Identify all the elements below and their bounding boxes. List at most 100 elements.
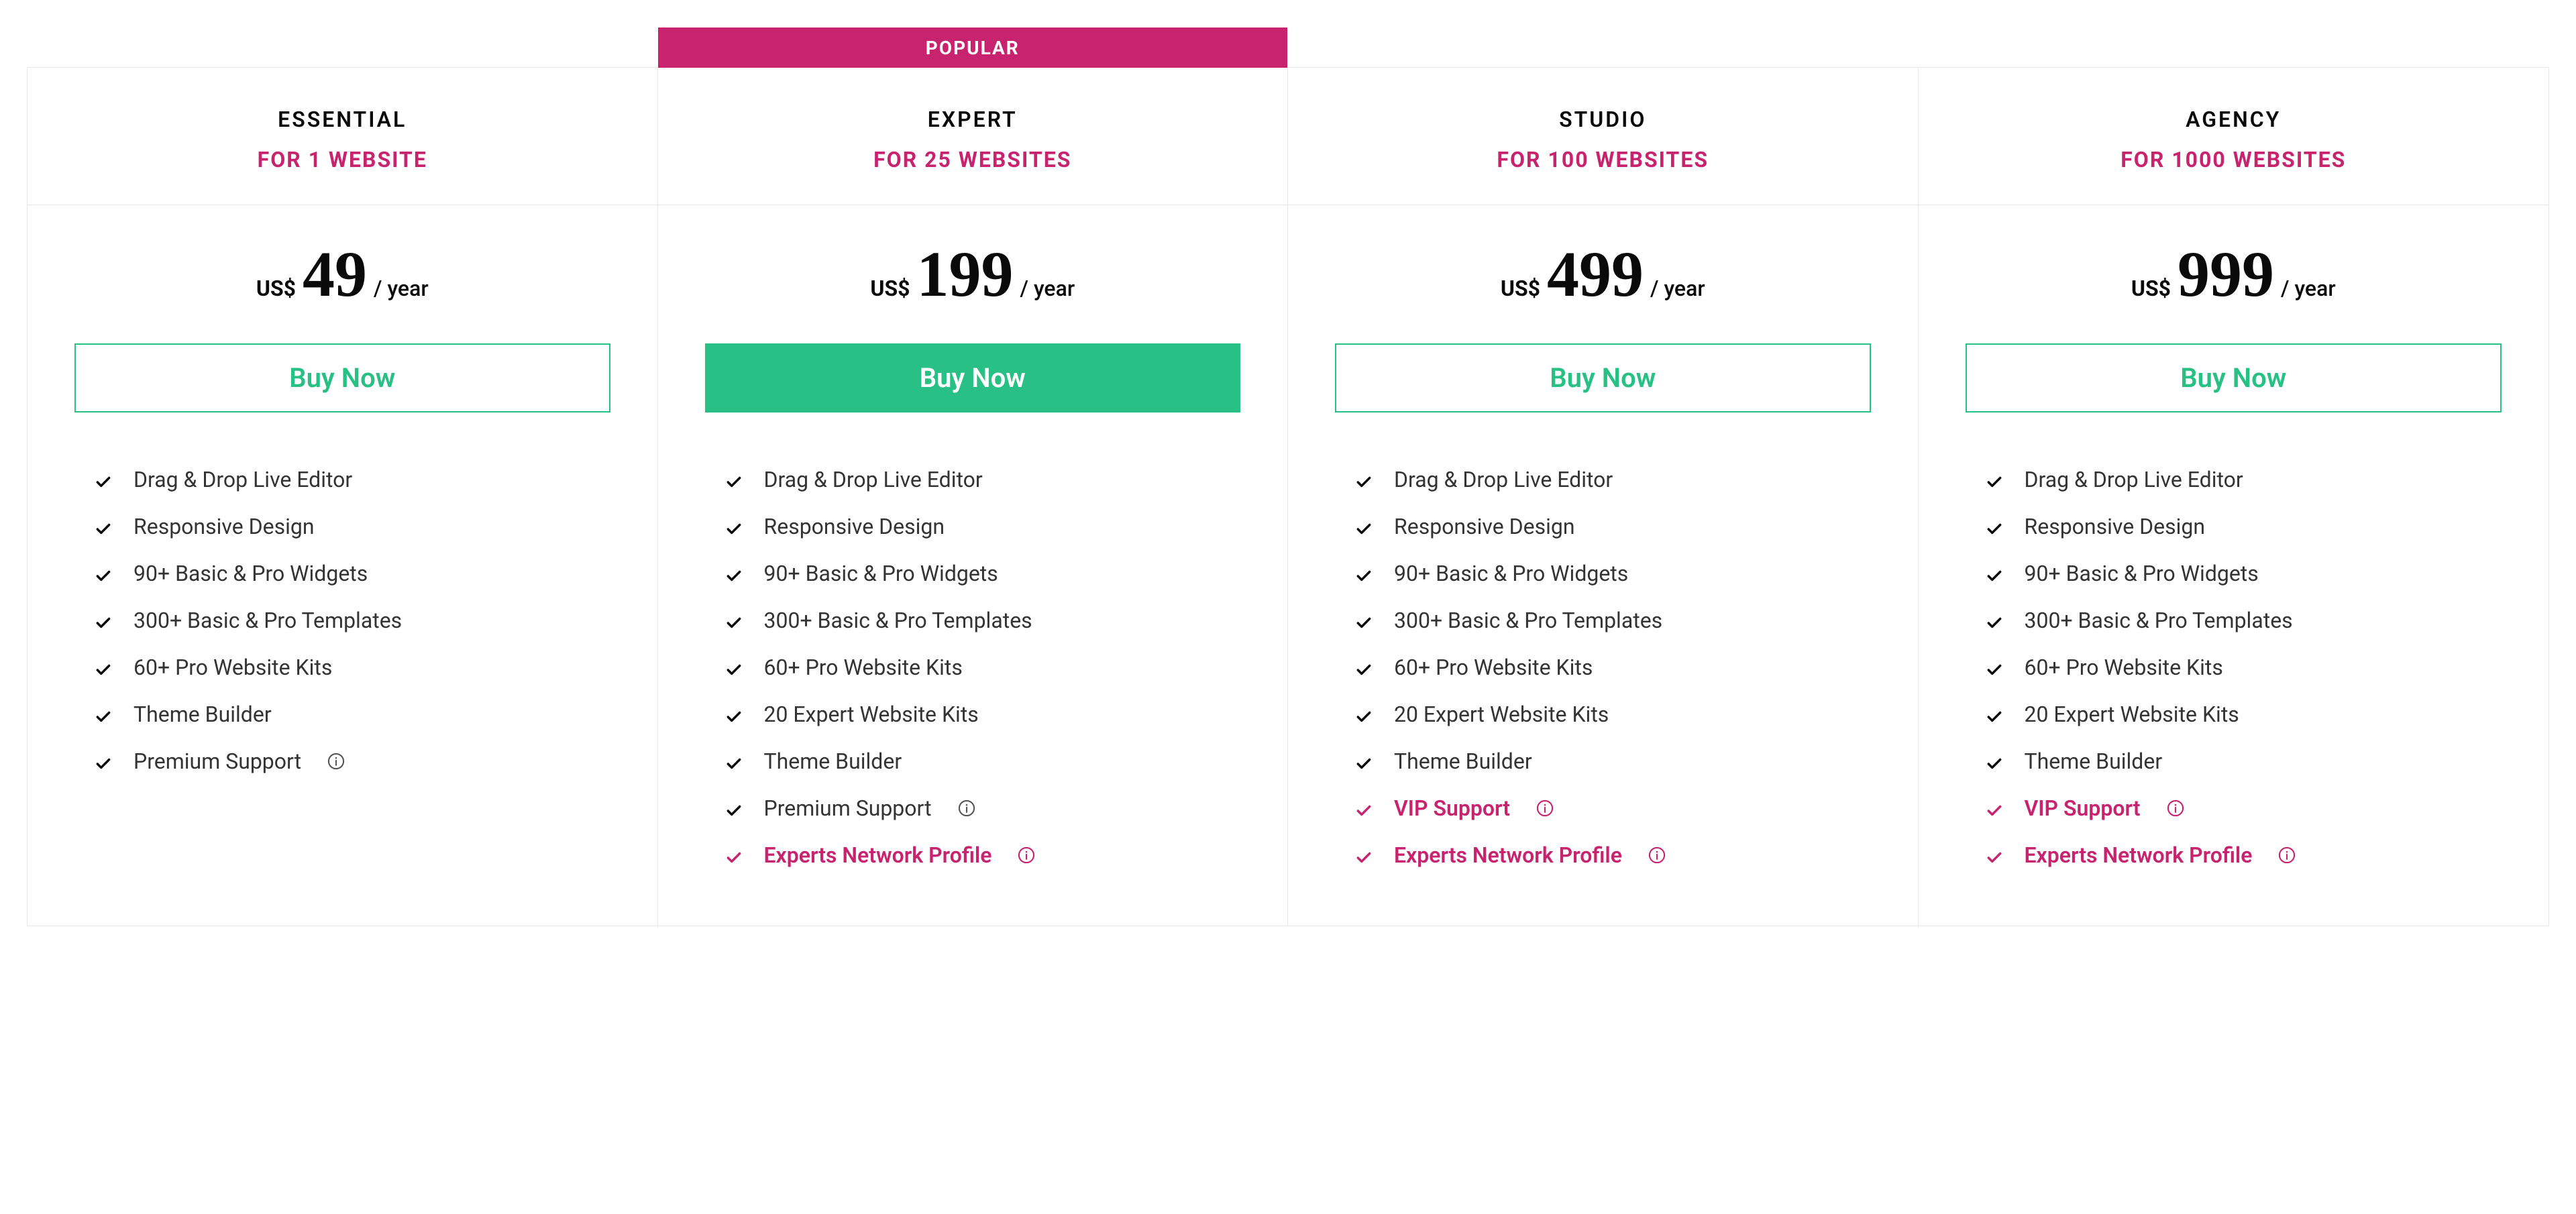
feature-list: Drag & Drop Live Editor Responsive Design… xyxy=(1335,456,1871,879)
check-icon xyxy=(1355,706,1373,723)
feature-label: Drag & Drop Live Editor xyxy=(2025,467,2243,492)
feature-item: Responsive Design xyxy=(725,503,1241,550)
check-icon xyxy=(1355,753,1373,770)
feature-item: Theme Builder xyxy=(1355,738,1871,785)
feature-label: Experts Network Profile xyxy=(764,842,992,868)
feature-label: 300+ Basic & Pro Templates xyxy=(764,608,1032,633)
buy-now-button[interactable]: Buy Now xyxy=(1966,343,2502,412)
feature-item: 20 Expert Website Kits xyxy=(1986,691,2502,738)
feature-list: Drag & Drop Live EditorResponsive Design… xyxy=(705,456,1241,879)
feature-label: Theme Builder xyxy=(764,749,902,774)
info-icon[interactable] xyxy=(1017,846,1036,865)
price-row: US$49/ year xyxy=(74,242,610,307)
info-icon[interactable] xyxy=(1648,846,1666,865)
feature-item: 300+ Basic & Pro Templates xyxy=(1986,597,2502,644)
check-icon xyxy=(1986,659,2003,676)
check-icon xyxy=(95,753,112,770)
feature-label: Drag & Drop Live Editor xyxy=(1394,467,1613,492)
feature-label: VIP Support xyxy=(1394,795,1510,821)
feature-item: Drag & Drop Live Editor xyxy=(1986,456,2502,503)
feature-item: 300+ Basic & Pro Templates xyxy=(95,597,610,644)
info-icon[interactable] xyxy=(327,752,345,771)
plan-header: STUDIOFOR 100 WEBSITES xyxy=(1288,68,1918,205)
feature-list: Drag & Drop Live EditorResponsive Design… xyxy=(74,456,610,785)
feature-item: 90+ Basic & Pro Widgets xyxy=(725,550,1241,597)
buy-now-button[interactable]: Buy Now xyxy=(705,343,1241,412)
check-icon xyxy=(1355,565,1373,582)
feature-label: Experts Network Profile xyxy=(2025,842,2253,868)
check-icon xyxy=(725,799,743,817)
price-row: US$499/ year xyxy=(1335,242,1871,307)
check-icon xyxy=(1986,612,2003,629)
plan-column: STUDIOFOR 100 WEBSITES US$499/ year Buy No… xyxy=(1288,68,1919,926)
feature-label: 90+ Basic & Pro Widgets xyxy=(764,561,998,586)
price-row: US$999/ year xyxy=(1966,242,2502,307)
pricing-grid: ESSENTIALFOR 1 WEBSITEUS$49/ yearBuy Now… xyxy=(27,67,2549,926)
feature-item: 300+ Basic & Pro Templates xyxy=(725,597,1241,644)
plan-column: POPULAREXPERTFOR 25 WEBSITESUS$199/ year… xyxy=(658,68,1289,926)
plan-header: AGENCYFOR 1000 WEBSITES xyxy=(1919,68,2549,205)
feature-item: 60+ Pro Website Kits xyxy=(1355,644,1871,691)
check-icon xyxy=(1986,799,2003,817)
price-value: 49 xyxy=(303,242,367,307)
plan-subtitle: FOR 25 WEBSITES xyxy=(678,147,1268,172)
feature-item: 90+ Basic & Pro Widgets xyxy=(95,550,610,597)
feature-label: 90+ Basic & Pro Widgets xyxy=(133,561,368,586)
info-icon[interactable] xyxy=(2166,799,2185,818)
feature-item: Premium Support xyxy=(95,738,610,785)
check-icon xyxy=(725,471,743,488)
feature-label: Responsive Design xyxy=(1394,514,1575,539)
feature-item: Experts Network Profile xyxy=(725,832,1241,879)
check-icon xyxy=(1355,846,1373,864)
check-icon xyxy=(95,565,112,582)
feature-label: 300+ Basic & Pro Templates xyxy=(133,608,402,633)
check-icon xyxy=(1986,518,2003,535)
feature-item: Responsive Design xyxy=(1355,503,1871,550)
check-icon xyxy=(1355,612,1373,629)
feature-item: 60+ Pro Website Kits xyxy=(1986,644,2502,691)
feature-item: Drag & Drop Live Editor xyxy=(95,456,610,503)
check-icon xyxy=(1355,518,1373,535)
info-icon[interactable] xyxy=(1536,799,1554,818)
feature-label: 300+ Basic & Pro Templates xyxy=(2025,608,2293,633)
feature-item: Experts Network Profile xyxy=(1986,832,2502,879)
period-label: / year xyxy=(2281,276,2336,301)
check-icon xyxy=(725,706,743,723)
plan-subtitle: FOR 1000 WEBSITES xyxy=(1939,147,2529,172)
check-icon xyxy=(725,659,743,676)
info-icon[interactable] xyxy=(2277,846,2296,865)
feature-label: Theme Builder xyxy=(2025,749,2163,774)
feature-label: 20 Expert Website Kits xyxy=(1394,702,1609,727)
feature-item: Theme Builder xyxy=(1986,738,2502,785)
price-value: 199 xyxy=(917,242,1014,307)
feature-item: Premium Support xyxy=(725,785,1241,832)
plan-body: US$199/ yearBuy NowDrag & Drop Live Edit… xyxy=(658,205,1288,926)
buy-now-button[interactable]: Buy Now xyxy=(74,343,610,412)
check-icon xyxy=(725,753,743,770)
feature-label: 60+ Pro Website Kits xyxy=(133,655,332,680)
price-value: 999 xyxy=(2178,242,2274,307)
currency-label: US$ xyxy=(1501,276,1540,301)
feature-label: 20 Expert Website Kits xyxy=(2025,702,2239,727)
plan-body: US$49/ year Buy Now Drag & Drop Live Edito… xyxy=(28,205,657,926)
feature-label: Experts Network Profile xyxy=(1394,842,1622,868)
buy-now-button[interactable]: Buy Now xyxy=(1335,343,1871,412)
check-icon xyxy=(1986,471,2003,488)
check-icon xyxy=(95,706,112,723)
info-icon[interactable] xyxy=(957,799,976,818)
plan-name: EXPERT xyxy=(678,107,1268,132)
check-icon xyxy=(1986,706,2003,723)
check-icon xyxy=(1986,753,2003,770)
currency-label: US$ xyxy=(870,276,910,301)
plan-header: EXPERT FOR 25 WEBSITES xyxy=(658,68,1288,205)
feature-item: 20 Expert Website Kits xyxy=(725,691,1241,738)
feature-item: VIP Support xyxy=(1986,785,2502,832)
feature-item: Theme Builder xyxy=(725,738,1241,785)
plan-subtitle: FOR 100 WEBSITES xyxy=(1308,147,1898,172)
feature-item: 300+ Basic & Pro Templates xyxy=(1355,597,1871,644)
check-icon xyxy=(95,518,112,535)
feature-item: 90+ Basic & Pro Widgets xyxy=(1986,550,2502,597)
feature-label: 300+ Basic & Pro Templates xyxy=(1394,608,1662,633)
price-row: US$199/ year xyxy=(705,242,1241,307)
plan-subtitle: FOR 1 WEBSITE xyxy=(48,147,637,172)
